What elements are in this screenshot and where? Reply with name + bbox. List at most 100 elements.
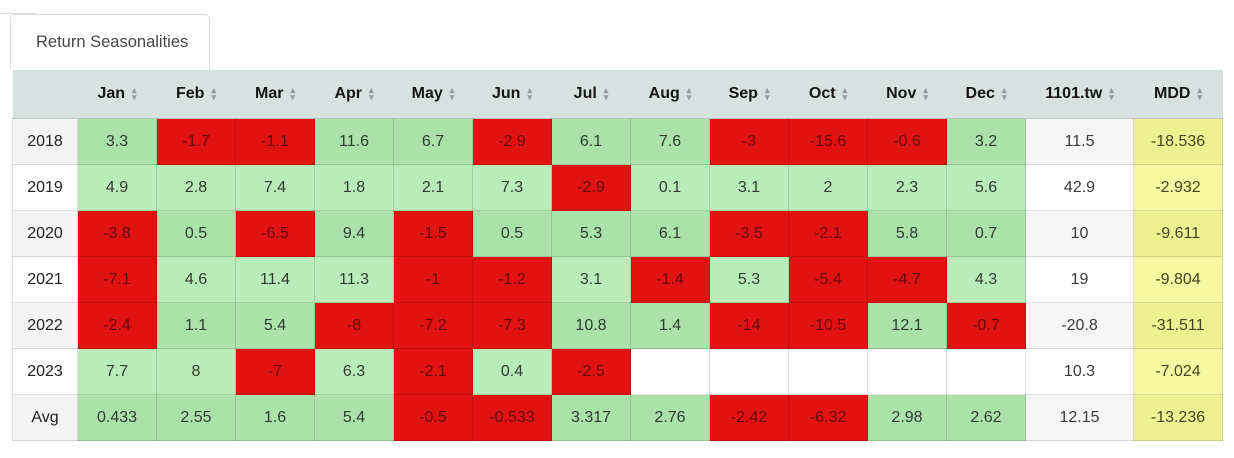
column-header-feb[interactable]: Feb ▴ ▾: [156, 70, 236, 119]
month-value-cell: 0.5: [472, 210, 552, 257]
column-header-label: Jun: [492, 85, 521, 102]
month-value-cell: [867, 348, 947, 395]
column-header-1101-tw[interactable]: 1101.tw ▴ ▾: [1025, 70, 1134, 119]
month-value-cell: 6.1: [551, 118, 631, 165]
month-value-cell: 3.3: [77, 118, 157, 165]
month-value-cell: -5.4: [788, 256, 868, 303]
month-value-cell: [709, 348, 789, 395]
month-value-cell: -7: [235, 348, 315, 395]
return-cell: 12.15: [1025, 394, 1134, 441]
sort-icons: ▴ ▾: [449, 86, 455, 102]
month-value-cell: 11.4: [235, 256, 315, 303]
sort-desc-icon: ▾: [923, 92, 928, 102]
sort-icons: ▴ ▾: [923, 85, 928, 102]
month-value-cell: 2.8: [156, 164, 236, 211]
mdd-cell: -7.024: [1133, 348, 1223, 395]
sort-desc-icon: ▾: [1197, 92, 1202, 102]
sort-asc-icon: ▴: [211, 85, 216, 95]
month-value-cell: 2.3: [867, 164, 947, 211]
column-header-mdd[interactable]: MDD ▴ ▾: [1133, 70, 1223, 119]
return-cell: 10.3: [1025, 348, 1134, 395]
row-label: 2019: [12, 164, 78, 211]
sort-desc-icon: ▾: [290, 92, 295, 102]
column-header-may[interactable]: May ▴ ▾: [393, 70, 473, 119]
month-value-cell: 10.8: [551, 302, 631, 349]
month-value-cell: -2.1: [788, 210, 868, 257]
month-value-cell: 5.4: [235, 302, 315, 349]
month-value-cell: -1.7: [156, 118, 236, 165]
month-value-cell: 1.6: [235, 394, 315, 441]
column-header-label: Feb: [176, 85, 205, 102]
month-value-cell: -4.7: [867, 256, 947, 303]
sort-desc-icon: ▾: [449, 92, 455, 102]
mdd-cell: -2.932: [1133, 164, 1223, 211]
sort-desc-icon: ▾: [1109, 92, 1114, 102]
month-value-cell: 4.9: [77, 164, 157, 211]
column-header-jun[interactable]: Jun ▴ ▾: [472, 70, 552, 119]
column-header-label: Dec: [965, 85, 995, 102]
month-value-cell: 0.1: [630, 164, 710, 211]
month-value-cell: -0.533: [472, 394, 552, 441]
return-cell: 10: [1025, 210, 1134, 257]
corner-header: [12, 70, 78, 119]
month-value-cell: -0.7: [946, 302, 1026, 349]
return-cell: 11.5: [1025, 118, 1134, 165]
month-value-cell: 5.3: [709, 256, 789, 303]
table-row-2019: 2019 4.9 2.8 7.4 1.8 2.1 7.3 -2.9 0.1 3.1 2 2.3 5.6 4…: [12, 164, 1223, 211]
mdd-cell: -31.511: [1133, 302, 1223, 349]
month-value-cell: 6.3: [314, 348, 394, 395]
return-seasonalities-tab[interactable]: Return Seasonalities: [10, 14, 210, 70]
column-header-oct[interactable]: Oct ▴ ▾: [788, 70, 868, 119]
row-label: 2022: [12, 302, 78, 349]
month-value-cell: [630, 348, 710, 395]
header-row: Jan ▴ ▾ Feb ▴ ▾ Mar ▴ ▾ Apr ▴: [12, 70, 1223, 119]
month-value-cell: 4.3: [946, 256, 1026, 303]
sort-asc-icon: ▴: [603, 85, 609, 95]
month-value-cell: 0.5: [156, 210, 236, 257]
sort-desc-icon: ▾: [211, 92, 216, 102]
column-header-sep[interactable]: Sep ▴ ▾: [709, 70, 789, 119]
month-value-cell: 3.1: [709, 164, 789, 211]
month-value-cell: [788, 348, 868, 395]
column-header-jan[interactable]: Jan ▴ ▾: [77, 70, 157, 119]
column-header-aug[interactable]: Aug ▴ ▾: [630, 70, 710, 119]
sort-asc-icon: ▴: [132, 85, 137, 95]
column-header-label: 1101.tw: [1045, 85, 1103, 102]
month-value-cell: 2: [788, 164, 868, 211]
row-label: 2018: [12, 118, 78, 165]
sort-icons: ▴ ▾: [842, 86, 848, 102]
month-value-cell: 6.1: [630, 210, 710, 257]
column-header-nov[interactable]: Nov ▴ ▾: [867, 70, 947, 119]
month-value-cell: -1.5: [393, 210, 473, 257]
month-value-cell: -2.9: [551, 164, 631, 211]
month-value-cell: -2.5: [551, 348, 631, 395]
sort-icons: ▴ ▾: [1197, 86, 1202, 102]
month-value-cell: 7.4: [235, 164, 315, 211]
mdd-cell: -9.804: [1133, 256, 1223, 303]
column-header-mar[interactable]: Mar ▴ ▾: [235, 70, 315, 119]
sort-icons: ▴ ▾: [687, 86, 692, 102]
month-value-cell: -2.1: [393, 348, 473, 395]
table-row-2021: 2021 -7.1 4.6 11.4 11.3 -1 -1.2 3.1 -1.4 5.3 -5.4-…: [12, 256, 1223, 303]
month-value-cell: -3: [709, 118, 789, 165]
column-header-label: Mar: [255, 85, 284, 102]
sort-desc-icon: ▾: [764, 92, 770, 102]
sort-desc-icon: ▾: [842, 92, 848, 102]
month-value-cell: 5.4: [314, 394, 394, 441]
column-header-apr[interactable]: Apr ▴ ▾: [314, 70, 394, 119]
sort-desc-icon: ▾: [1001, 92, 1007, 102]
row-label: 2023: [12, 348, 78, 395]
month-value-cell: 1.8: [314, 164, 394, 211]
column-header-jul[interactable]: Jul ▴ ▾: [551, 70, 631, 119]
column-header-label: May: [411, 85, 443, 102]
sort-desc-icon: ▾: [369, 92, 374, 102]
month-value-cell: 3.1: [551, 256, 631, 303]
sort-icons: ▴ ▾: [764, 86, 770, 102]
table-row-2022: 2022 -2.4 1.1 5.4 -8 -7.2 -7.3 10.8 1.4 -14 -10.5 1…: [12, 302, 1223, 349]
sort-asc-icon: ▴: [923, 85, 928, 95]
row-label: 2020: [12, 210, 78, 257]
column-header-dec[interactable]: Dec ▴ ▾: [946, 70, 1026, 119]
sort-asc-icon: ▴: [1001, 85, 1007, 95]
return-cell: -20.8: [1025, 302, 1134, 349]
month-value-cell: -6.32: [788, 394, 868, 441]
